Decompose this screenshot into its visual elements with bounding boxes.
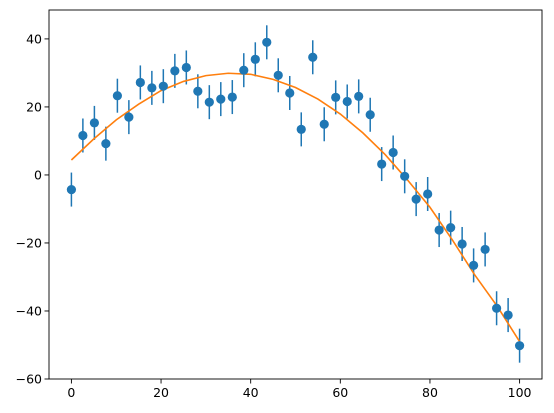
y-tick-label: −60 bbox=[16, 372, 42, 387]
y-tick-label: −40 bbox=[16, 303, 42, 318]
data-point bbox=[112, 91, 122, 101]
axes: 0 20 40 60 80 100 −60 −40 −20 0 20 40 bbox=[16, 9, 543, 400]
data-point bbox=[503, 310, 513, 320]
x-tick-label: 60 bbox=[332, 385, 348, 400]
data-point bbox=[181, 62, 191, 73]
data-point bbox=[308, 52, 318, 62]
data-point bbox=[377, 159, 387, 169]
data-point bbox=[285, 88, 295, 98]
data-point bbox=[331, 92, 341, 103]
data-point bbox=[262, 37, 272, 47]
data-point bbox=[227, 92, 237, 102]
data-point bbox=[319, 119, 329, 129]
data-point bbox=[273, 70, 283, 80]
data-point bbox=[101, 139, 111, 149]
plot-area bbox=[66, 25, 525, 363]
data-point bbox=[89, 118, 100, 128]
x-tick-label: 20 bbox=[153, 385, 169, 400]
fit-line bbox=[70, 72, 521, 343]
data-point bbox=[193, 86, 203, 96]
y-tick-label: 20 bbox=[26, 99, 42, 114]
x-tick-label: 80 bbox=[422, 385, 438, 400]
data-point bbox=[514, 341, 525, 351]
data-point bbox=[250, 54, 260, 64]
y-tick-label: 40 bbox=[26, 31, 42, 46]
data-point bbox=[434, 225, 444, 235]
data-point bbox=[204, 97, 214, 107]
x-tick-label: 100 bbox=[508, 385, 532, 400]
data-point bbox=[480, 244, 490, 255]
x-tick-label: 0 bbox=[67, 385, 75, 400]
data-point bbox=[342, 96, 352, 107]
data-point bbox=[216, 94, 226, 104]
data-point bbox=[423, 189, 433, 199]
data-point bbox=[296, 124, 306, 134]
x-tick-label: 40 bbox=[243, 385, 259, 400]
data-point bbox=[124, 112, 134, 122]
y-tick-label: 0 bbox=[34, 167, 42, 182]
data-point bbox=[400, 171, 410, 181]
axes-frame bbox=[48, 9, 543, 380]
data-point bbox=[170, 66, 180, 76]
y-tick-label: −20 bbox=[16, 235, 42, 250]
data-point bbox=[147, 83, 157, 93]
data-point bbox=[446, 223, 456, 233]
data-point bbox=[158, 81, 168, 91]
data-point bbox=[469, 260, 479, 271]
data-point bbox=[457, 239, 467, 249]
data-point bbox=[411, 194, 421, 204]
data-point bbox=[365, 110, 375, 120]
data-point bbox=[354, 91, 364, 101]
data-point bbox=[388, 147, 398, 158]
data-point bbox=[66, 184, 77, 195]
data-point bbox=[135, 77, 145, 88]
data-point bbox=[239, 65, 249, 75]
data-point bbox=[491, 303, 502, 313]
data-point bbox=[78, 130, 88, 141]
